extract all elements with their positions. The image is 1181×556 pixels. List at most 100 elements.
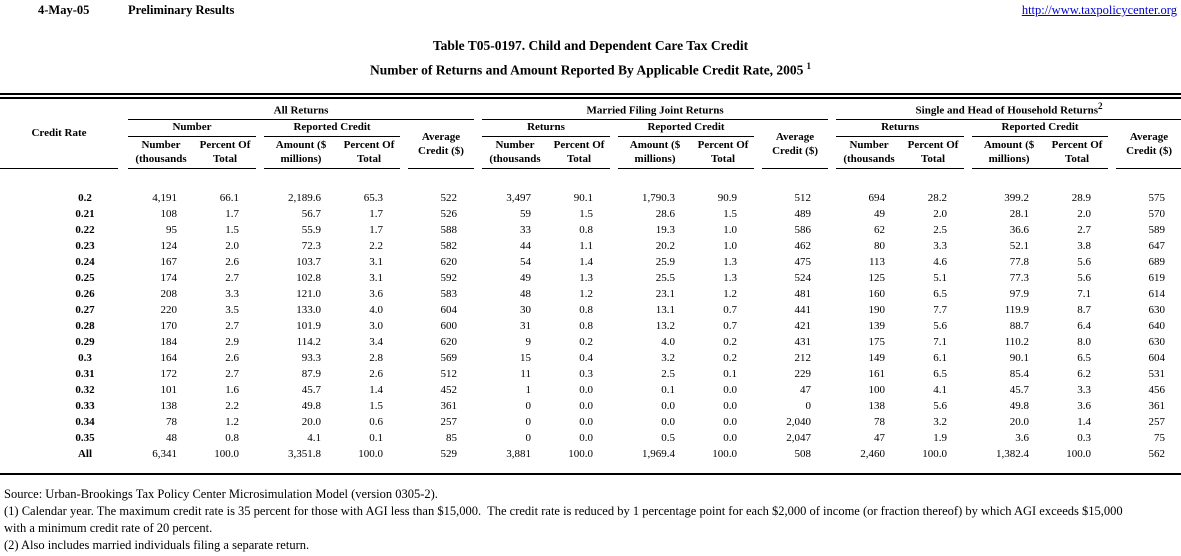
value-cell: 2.7 (1077, 224, 1092, 236)
value-cell: 0.0 (661, 416, 676, 428)
header-body-gap (0, 168, 1181, 190)
credit-rate-cell: 0.23 (75, 240, 95, 252)
value-cell: 3.6 (1015, 432, 1030, 444)
value-cell: 2.2 (225, 400, 239, 412)
value-cell: 0.3 (1077, 432, 1092, 444)
value-cell: 25.9 (655, 256, 676, 268)
value-cell: 2.7 (225, 368, 239, 380)
value-cell: 0.0 (661, 400, 676, 412)
value-cell: 1.5 (723, 208, 738, 220)
value-cell: 3.3 (933, 240, 948, 252)
value-cell: 47 (874, 432, 886, 444)
value-cell: 1.3 (579, 272, 594, 284)
value-cell: 8.7 (1077, 304, 1092, 316)
table-row: 0.25 174 2.7 102.8 3.1 592 49 1.3 25.5 1.3 524 125 5… (0, 270, 1181, 286)
value-cell: 80 (874, 240, 886, 252)
value-cell: 90.1 (573, 192, 594, 204)
column-header-shh-average: Average Credit ($) (1116, 119, 1181, 169)
value-cell: 569 (440, 352, 458, 364)
value-cell: 78 (166, 416, 177, 428)
value-cell: 55.9 (301, 224, 321, 236)
credit-rate-cell: 0.28 (75, 320, 95, 332)
value-cell: 604 (440, 304, 458, 316)
value-cell: 4,191 (152, 192, 177, 204)
table-row: 0.21 108 1.7 56.7 1.7 526 59 1.5 28.6 1.5 489 49 2.0… (0, 206, 1181, 222)
value-cell: 0.0 (579, 416, 594, 428)
column-header-mfj-percent2: Percent Of Total (692, 136, 755, 169)
value-cell: 161 (868, 368, 886, 380)
value-cell: 124 (160, 240, 178, 252)
column-header-all-average: Average Credit ($) (408, 119, 475, 169)
value-cell: 0.4 (579, 352, 594, 364)
value-cell: 6.5 (933, 288, 948, 300)
table-row: 0.35 48 0.8 4.1 0.1 85 0 0.0 0.5 0.0 2,047 47 1.9 3.6… (0, 430, 1181, 446)
value-cell: 2,189.6 (288, 192, 321, 204)
value-cell: 0.0 (579, 400, 594, 412)
credit-rate-cell: 0.3 (78, 352, 92, 364)
value-cell: 121.0 (296, 288, 321, 300)
value-cell: 138 (868, 400, 886, 412)
value-cell: 174 (160, 272, 178, 284)
value-cell: 5.6 (1077, 272, 1092, 284)
value-cell: 56.7 (301, 208, 321, 220)
value-cell: 138 (160, 400, 178, 412)
table-row: 0.3 164 2.6 93.3 2.8 569 15 0.4 3.2 0.2 212 149 6.1 9… (0, 350, 1181, 366)
value-cell: 45.7 (301, 384, 321, 396)
value-cell: 1,790.3 (642, 192, 676, 204)
value-cell: 6.5 (1077, 352, 1092, 364)
footnote-1-line1: (1) Calendar year. The maximum credit ra… (4, 504, 1123, 518)
value-cell: 512 (440, 368, 458, 380)
value-cell: 77.3 (1009, 272, 1030, 284)
column-header-shh-number: Number (thousands (836, 136, 903, 169)
value-cell: 1.6 (225, 384, 239, 396)
value-cell: 2,040 (786, 416, 812, 428)
value-cell: 1.3 (723, 272, 738, 284)
value-cell: 689 (1148, 256, 1166, 268)
credit-rate-cell: 0.31 (75, 368, 95, 380)
table-title-line2: Number of Returns and Amount Reported By… (370, 61, 811, 78)
value-cell: 361 (440, 400, 458, 412)
title-footnote-marker: 1 (806, 61, 811, 71)
value-cell: 575 (1148, 192, 1166, 204)
credit-rate-header: Credit Rate (0, 100, 118, 169)
value-cell: 4.0 (369, 304, 383, 316)
value-cell: 694 (868, 192, 886, 204)
value-cell: 20.2 (655, 240, 676, 252)
value-cell: 0.0 (723, 432, 738, 444)
value-cell: 431 (794, 336, 812, 348)
value-cell: 526 (440, 208, 458, 220)
value-cell: 167 (160, 256, 178, 268)
value-cell: 25.5 (655, 272, 676, 284)
value-cell: 6.5 (933, 368, 948, 380)
value-cell: 570 (1148, 208, 1166, 220)
value-cell: 3,881 (506, 448, 532, 460)
taxpolicycenter-link[interactable]: http://www.taxpolicycenter.org (1021, 3, 1177, 17)
value-cell: 149 (868, 352, 886, 364)
value-cell: 0.8 (225, 432, 239, 444)
value-cell: 0.0 (579, 432, 594, 444)
value-cell: 2.6 (225, 256, 239, 268)
value-cell: 630 (1148, 304, 1166, 316)
table-row: 0.23 124 2.0 72.3 2.2 582 44 1.1 20.2 1.0 462 80 3.3… (0, 238, 1181, 254)
value-cell: 1 (525, 384, 532, 396)
value-cell: 20.0 (301, 416, 321, 428)
value-cell: 481 (794, 288, 812, 300)
value-cell: 4.1 (307, 432, 321, 444)
value-cell: 100.0 (568, 448, 594, 460)
column-header-shh-amount: Amount ($ millions) (972, 136, 1047, 169)
value-cell: 3.6 (1077, 400, 1092, 412)
value-cell: 1,969.4 (642, 448, 676, 460)
value-cell: 85 (446, 432, 458, 444)
column-header-shh-percent1: Percent Of Total (902, 136, 965, 169)
value-cell: 2.7 (225, 320, 239, 332)
value-cell: 1.7 (369, 208, 383, 220)
value-cell: 113 (868, 256, 886, 268)
value-cell: 33 (520, 224, 532, 236)
value-cell: 95 (166, 224, 177, 236)
value-cell: 0 (805, 400, 812, 412)
value-cell: 164 (160, 352, 178, 364)
value-cell: 133.0 (296, 304, 321, 316)
table-title: Table T05-0197. Child and Dependent Care… (0, 36, 1181, 81)
value-cell: 5.6 (933, 320, 948, 332)
